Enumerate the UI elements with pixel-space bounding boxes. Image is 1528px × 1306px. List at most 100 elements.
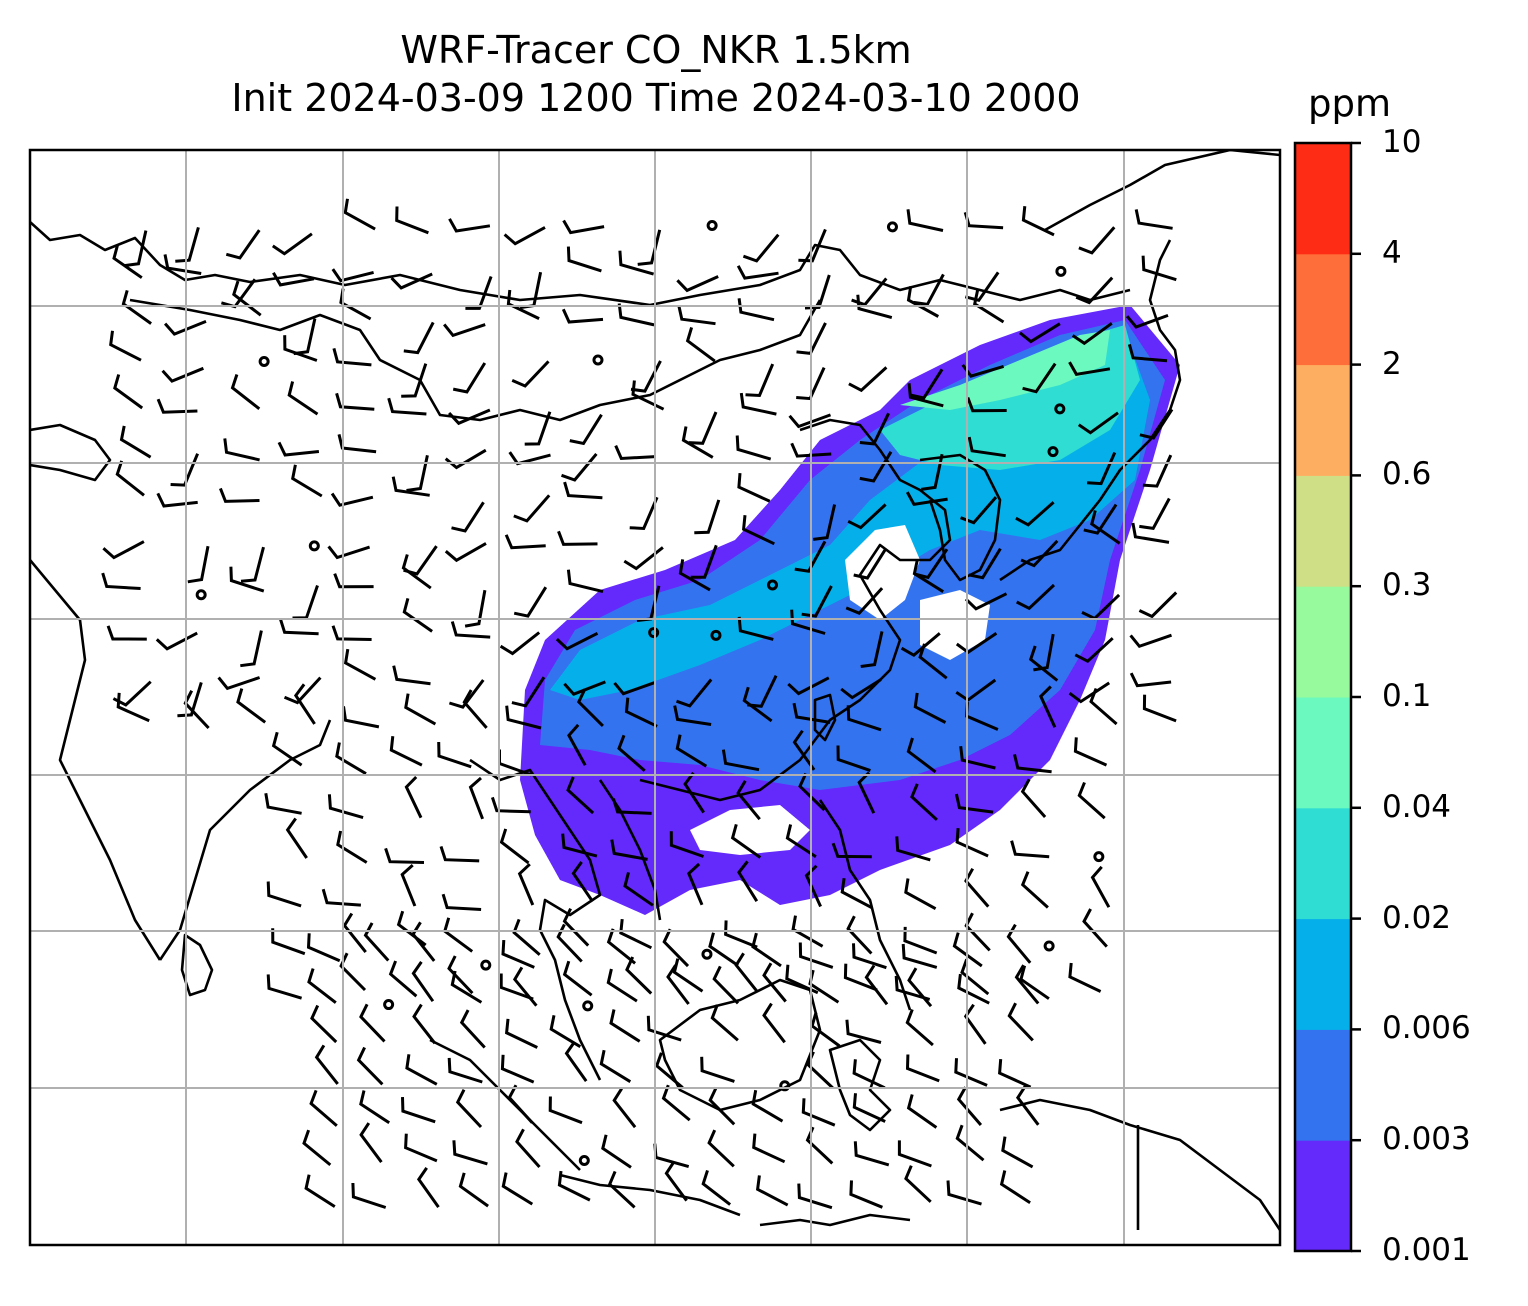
wind-barb — [960, 958, 990, 996]
wind-barb — [113, 374, 144, 410]
gridlines — [30, 150, 1280, 1245]
wind-barb — [730, 824, 762, 859]
calm-wind-marker — [1043, 940, 1055, 952]
wind-barb — [101, 572, 141, 590]
coastline-border-central — [129, 298, 822, 422]
colorbar-segment — [1295, 697, 1351, 809]
coastline-lesser-sunda — [759, 1213, 911, 1227]
colorbar-tick-label: 0.3 — [1382, 567, 1432, 604]
wind-barb — [1010, 840, 1050, 859]
wind-barb — [404, 775, 423, 819]
wind-barb — [513, 586, 548, 618]
wind-barb — [229, 566, 265, 593]
wind-barb — [566, 246, 602, 273]
wind-barb — [336, 830, 368, 864]
wind-barb — [501, 1172, 534, 1206]
wind-barb — [335, 392, 375, 411]
wind-barb — [567, 723, 587, 766]
wind-barb — [293, 683, 316, 725]
wind-barb — [124, 230, 148, 268]
wind-barb — [106, 625, 147, 641]
wind-barb — [840, 877, 874, 910]
wind-barb — [342, 706, 380, 729]
wind-barb — [402, 598, 433, 633]
colorbar-segment — [1295, 364, 1351, 476]
wind-barb — [563, 481, 603, 500]
wind-barb — [677, 305, 716, 326]
wind-barb — [606, 968, 638, 1003]
wind-barb — [1013, 754, 1052, 774]
wind-barb — [403, 321, 435, 355]
wind-barb — [576, 688, 604, 727]
wind-barb — [505, 1018, 538, 1049]
calm-wind-marker — [701, 948, 713, 960]
wind-barb — [236, 688, 267, 724]
wind-barb — [624, 697, 658, 728]
calm-wind-marker — [1055, 265, 1067, 277]
wind-barb — [395, 206, 429, 235]
coastline-new-guinea — [999, 1098, 1280, 1231]
colorbar-segment — [1295, 918, 1351, 1030]
coastline-arabia — [30, 423, 112, 482]
wind-barb — [392, 665, 431, 686]
calm-wind-marker — [308, 540, 320, 552]
wind-barb — [611, 798, 652, 815]
wind-barb — [225, 229, 261, 260]
wind-barb — [687, 862, 704, 906]
wind-barb — [798, 228, 827, 263]
wind-barb — [560, 452, 598, 482]
colorbar-tick-label: 0.001 — [1382, 1232, 1471, 1268]
wind-barb — [1139, 497, 1171, 531]
wind-barb — [561, 833, 598, 858]
wind-barb — [999, 1170, 1031, 1204]
wind-barb — [845, 1019, 882, 1044]
colorbar-tick-label: 0.006 — [1382, 1010, 1471, 1047]
wind-barb — [724, 920, 758, 949]
wind-barb — [342, 912, 367, 954]
wind-barb — [745, 363, 775, 398]
wind-barb — [306, 933, 341, 963]
wind-barb — [685, 326, 716, 363]
wind-barb — [401, 1097, 436, 1124]
wind-barb — [1089, 687, 1118, 726]
wind-barb — [737, 298, 775, 322]
wind-barb — [458, 1172, 489, 1208]
calm-wind-marker — [886, 221, 898, 233]
wind-barb — [557, 530, 598, 546]
colorbar-tick-label: 0.02 — [1382, 899, 1452, 936]
wind-barb — [792, 702, 831, 724]
wind-barb — [271, 731, 303, 767]
wind-barb — [416, 1167, 440, 1208]
wind-barb — [735, 435, 772, 461]
wind-barb — [562, 907, 590, 947]
wind-barb — [905, 1054, 940, 1083]
wind-barb — [388, 960, 418, 998]
wind-barb — [115, 460, 145, 497]
calm-wind-marker — [1047, 446, 1059, 458]
calm-wind-marker — [779, 1080, 791, 1092]
wind-barb — [102, 540, 145, 560]
wind-barb — [739, 392, 777, 416]
wind-barb — [515, 1128, 541, 1168]
wind-barb — [755, 1175, 789, 1207]
wind-barb — [1077, 781, 1106, 820]
wind-barb — [439, 845, 480, 863]
wind-barb — [955, 827, 989, 858]
wind-barb — [464, 589, 487, 628]
plume-gap-south — [690, 805, 810, 855]
wind-barb — [512, 966, 538, 1007]
wind-barb — [847, 503, 887, 530]
wind-barb — [506, 289, 540, 320]
wind-barb — [762, 962, 787, 1003]
wind-barb — [678, 559, 711, 592]
wind-barb — [610, 839, 648, 861]
wind-barb — [675, 678, 713, 708]
wind-barb — [669, 831, 704, 858]
wind-barb — [412, 1003, 437, 1045]
wind-barb — [562, 219, 605, 235]
wind-barb — [737, 616, 774, 641]
wind-barb — [1073, 737, 1108, 767]
wind-barb — [406, 454, 429, 492]
wind-barb — [676, 275, 719, 293]
wind-barb — [912, 559, 944, 593]
